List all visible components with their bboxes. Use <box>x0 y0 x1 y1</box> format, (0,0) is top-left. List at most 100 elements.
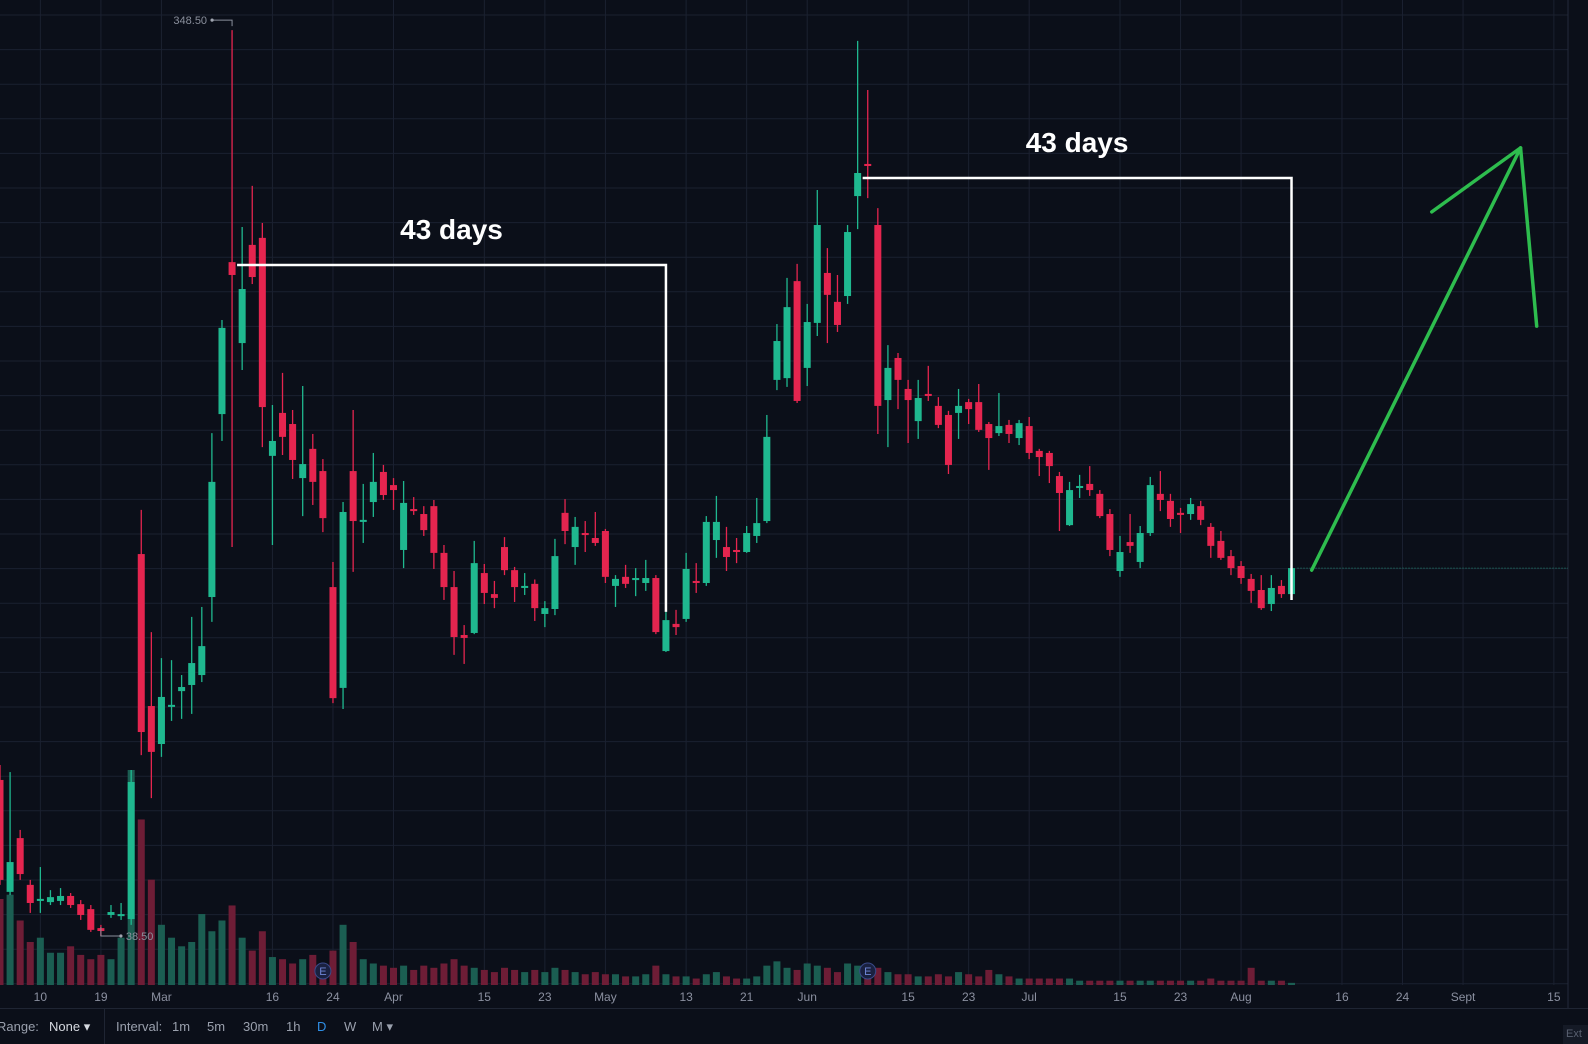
arrow-shaft <box>1309 146 1523 572</box>
volume-bar <box>379 965 387 985</box>
candle-down <box>0 779 4 880</box>
candle-down <box>722 547 730 557</box>
volume-bar <box>904 974 912 985</box>
candle-up <box>541 608 549 614</box>
candle-down <box>793 281 801 401</box>
candle-down <box>581 533 589 536</box>
volume-bar <box>1136 980 1144 985</box>
candle-down <box>692 580 700 583</box>
x-tick-label: Aug <box>1230 990 1251 1004</box>
volume-bar <box>137 819 145 985</box>
volume-bar <box>198 914 206 985</box>
x-tick-label: 21 <box>740 990 754 1004</box>
candle-up <box>470 563 478 633</box>
candle-down <box>924 393 932 396</box>
interval-m-dropdown[interactable]: M ▾ <box>372 1019 393 1034</box>
candle-up <box>712 521 720 541</box>
volume-bar <box>511 969 519 985</box>
x-tick-label: 23 <box>538 990 552 1004</box>
candle-up <box>168 704 176 707</box>
duration-bracket <box>237 263 668 612</box>
volume-bar <box>955 972 963 985</box>
candle-down <box>248 244 256 278</box>
candle-up <box>1187 504 1195 515</box>
candle-up <box>198 646 206 676</box>
duration-label: 43 days <box>400 214 503 245</box>
earnings-marker <box>314 962 332 980</box>
x-tick-label: 16 <box>266 990 280 1004</box>
volume-bar <box>1288 982 1296 985</box>
candle-down <box>934 405 942 425</box>
x-tick-label: 23 <box>962 990 976 1004</box>
candle-up <box>743 533 751 553</box>
candle-down <box>1207 526 1215 546</box>
candle-up <box>157 696 165 745</box>
earnings-marker <box>859 962 877 980</box>
volume-bar <box>107 959 115 985</box>
candlestick-chart[interactable]: 348.50 38.50 E E 43 days 43 days 10 19 Mar 16 24… <box>0 0 1588 1008</box>
candle-up <box>369 481 377 503</box>
volume-bar <box>1146 980 1154 985</box>
duration-label: 43 days <box>1026 127 1129 158</box>
volume-bar <box>36 937 44 985</box>
candle-up <box>753 523 761 536</box>
x-tick-label: 13 <box>679 990 693 1004</box>
interval-5m[interactable]: 5m <box>207 1019 226 1034</box>
volume-bar <box>1277 980 1285 985</box>
volume-bar <box>652 965 660 985</box>
volume-bar <box>16 920 24 985</box>
volume-bar <box>1187 980 1195 985</box>
volume-bar <box>97 954 105 985</box>
range-dropdown[interactable]: None ▾ <box>49 1019 91 1034</box>
candle-up <box>339 511 347 688</box>
interval-1h[interactable]: 1h <box>286 1019 301 1034</box>
volume-bar <box>722 976 730 985</box>
candle-up <box>1146 485 1154 534</box>
volume-bar <box>1096 980 1104 985</box>
interval-d[interactable]: D <box>317 1019 327 1034</box>
interval-1m[interactable]: 1m <box>172 1019 191 1034</box>
candle-down <box>1217 540 1225 558</box>
candle-down <box>823 272 831 295</box>
volume-bar <box>733 978 741 985</box>
candle-up <box>268 440 276 456</box>
volume-bar <box>1106 980 1114 985</box>
volume-bar <box>682 976 690 985</box>
candle-down <box>622 576 630 584</box>
earnings-marker-label: E <box>319 966 326 978</box>
candle-down <box>440 552 448 588</box>
x-tick-label: 15 <box>1547 990 1561 1004</box>
candle-up <box>218 327 226 415</box>
candle-down <box>1106 514 1114 550</box>
volume-bar <box>470 967 478 985</box>
volume-bar <box>1156 980 1164 985</box>
candle-down <box>420 514 428 531</box>
volume-bar <box>369 963 377 985</box>
candle-up <box>642 578 650 583</box>
candle-down <box>480 573 488 593</box>
volume-bar <box>581 974 589 985</box>
volume-bar <box>692 978 700 985</box>
interval-30m[interactable]: 30m <box>243 1019 269 1034</box>
candle-down <box>67 895 75 906</box>
interval-w[interactable]: W <box>344 1019 357 1034</box>
x-tick-label: 15 <box>1113 990 1127 1004</box>
volume-bar <box>420 965 428 985</box>
volume-bar <box>1015 978 1023 985</box>
extended-hours-button[interactable]: Ext <box>1563 1025 1588 1044</box>
candle-up <box>359 519 367 522</box>
candle-down <box>985 424 993 439</box>
volume-bar <box>1217 980 1225 985</box>
volume-bar <box>884 972 892 985</box>
volume-bar <box>803 963 811 985</box>
candle-up <box>1136 533 1144 562</box>
candle-up <box>400 502 408 550</box>
high-marker-dot <box>210 18 214 22</box>
candle-down <box>1055 476 1063 493</box>
candle-down <box>1126 542 1134 546</box>
volume-bar <box>622 976 630 985</box>
candle-up <box>6 862 14 892</box>
low-marker-line <box>100 927 121 937</box>
volume-bar <box>551 967 559 985</box>
volume-bar <box>1257 980 1265 985</box>
